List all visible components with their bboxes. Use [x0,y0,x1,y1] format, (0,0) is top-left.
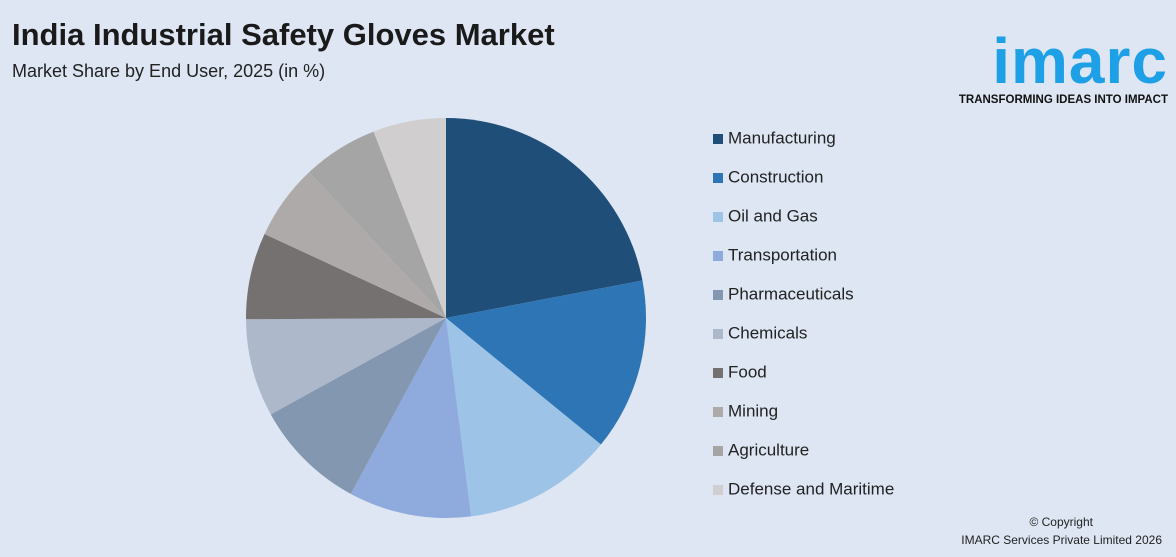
legend-swatch [713,134,723,144]
logo: imarc [992,25,1168,97]
legend-label: Transportation [728,245,837,264]
legend-label: Construction [728,167,823,186]
legend-swatch [713,446,723,456]
legend-label: Manufacturing [728,128,836,147]
company: IMARC Services Private Limited 2026 [961,533,1162,547]
legend-swatch [713,212,723,222]
legend-label: Mining [728,401,778,420]
pie-slice [309,131,446,318]
legend-swatch [713,368,723,378]
chart-title: India Industrial Safety Gloves Market [12,17,555,52]
legend-swatch [713,407,723,417]
pie-slice [446,280,646,445]
pie-slice [246,318,446,415]
pie-slice [446,118,643,318]
legend-swatch [713,290,723,300]
tagline: TRANSFORMING IDEAS INTO IMPACT [959,94,1168,106]
copyright: © Copyright [1029,515,1093,529]
pie-slice [264,172,446,318]
pie-slice [350,318,472,518]
legend-swatch [713,485,723,495]
pie-slice [270,318,446,494]
legend-label: Chemicals [728,323,807,342]
legend-label: Defense and Maritime [728,479,894,498]
pie-slice [446,318,601,517]
pie-slice [373,118,446,318]
legend-label: Pharmaceuticals [728,284,854,303]
legend-label: Food [728,362,767,381]
legend-label: Agriculture [728,440,809,459]
legend-label: Oil and Gas [728,206,818,225]
legend-swatch [713,251,723,261]
chart-subtitle: Market Share by End User, 2025 (in %) [12,61,325,81]
pie-slice [246,233,446,320]
legend-swatch [713,329,723,339]
legend-swatch [713,173,723,183]
